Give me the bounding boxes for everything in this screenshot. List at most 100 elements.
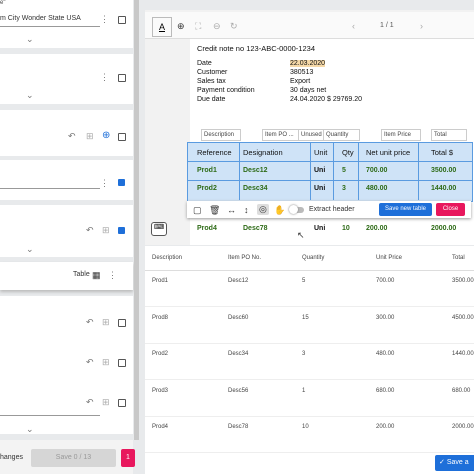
changes-label: hanges xyxy=(0,454,23,461)
field-label: Payment condition xyxy=(197,87,255,94)
add-icon[interactable]: ⊞ xyxy=(86,131,94,141)
add-icon[interactable]: ⊞ xyxy=(102,317,110,327)
prev-page[interactable]: ‹ xyxy=(352,21,355,31)
undo-icon[interactable]: ↶ xyxy=(86,357,94,367)
save-new-table-button[interactable]: Save new table xyxy=(379,203,432,216)
table-header: Total $ xyxy=(431,148,454,157)
table-cell: Prod1 xyxy=(197,167,217,174)
zoom-out[interactable]: ⊖ xyxy=(213,21,221,31)
copy-icon[interactable]: ▢ xyxy=(193,205,202,215)
field-value: 22.03.2020 xyxy=(290,60,326,67)
cell: Prod8 xyxy=(152,314,169,321)
undo-icon[interactable]: ↶ xyxy=(86,225,94,235)
cell: Desc12 xyxy=(228,278,249,284)
column-header: Description xyxy=(152,255,183,261)
column-header: Unit Price xyxy=(376,255,403,261)
cell: 1 xyxy=(302,387,306,394)
chevron[interactable]: ⌄ xyxy=(26,34,34,44)
cell: Prod2 xyxy=(152,351,169,357)
fit-icon[interactable]: ⛶ xyxy=(195,21,202,31)
cell: 700.00 xyxy=(376,278,395,284)
row-line xyxy=(145,342,474,344)
col-line xyxy=(418,142,419,200)
checkbox[interactable] xyxy=(118,74,126,82)
document-title: Credit note no 123-ABC-0000-1234 xyxy=(197,44,315,53)
add-icon[interactable]: ⊞ xyxy=(102,357,110,367)
row-icon[interactable]: ↕ xyxy=(244,205,249,215)
close-button[interactable]: Close xyxy=(436,203,465,216)
cell: 3500.00 xyxy=(452,278,474,284)
field-label: Sales tax xyxy=(197,78,226,85)
zoom-in[interactable]: ⊕ xyxy=(177,21,185,31)
scrollbar[interactable] xyxy=(134,0,139,440)
col-icon[interactable]: ↔ xyxy=(227,205,236,215)
checkbox[interactable] xyxy=(118,359,126,367)
field-value: 30 days net xyxy=(290,87,327,94)
keyboard-icon[interactable]: ⌨ xyxy=(151,222,167,236)
underline xyxy=(0,188,100,189)
menu-icon[interactable]: ⋮ xyxy=(100,178,109,188)
add-circle-icon[interactable]: ⊕ xyxy=(102,130,111,141)
add-icon[interactable]: ⊞ xyxy=(102,225,110,235)
add-icon[interactable]: ⊞ xyxy=(102,397,110,407)
text-tool[interactable]: A xyxy=(152,17,172,37)
table-cell: Desc34 xyxy=(243,185,268,192)
menu-icon[interactable]: ⋮ xyxy=(100,72,109,82)
checkbox[interactable] xyxy=(118,319,126,327)
checkbox[interactable] xyxy=(118,399,126,407)
checkbox[interactable] xyxy=(118,133,126,141)
cell: Prod3 xyxy=(152,387,169,394)
column-selector[interactable]: Unused xyxy=(298,129,324,141)
cell: 1440.00 xyxy=(452,351,474,357)
menu-icon[interactable]: ⋮ xyxy=(100,14,109,24)
cell: Desc56 xyxy=(228,387,249,394)
table-cell: Prod4 xyxy=(197,225,217,232)
undo-icon[interactable]: ↶ xyxy=(86,397,94,407)
grid-icon[interactable]: ▦ xyxy=(92,270,101,280)
table-cell: 3 xyxy=(342,185,346,192)
checkbox-checked[interactable] xyxy=(118,227,125,234)
undo-icon[interactable]: ↶ xyxy=(68,131,76,141)
table-header: Reference xyxy=(197,148,232,157)
save-label: Save a xyxy=(446,459,469,466)
address-value[interactable]: m City Wonder State USA xyxy=(0,15,81,22)
cell: Prod4 xyxy=(152,424,169,430)
chevron[interactable]: ⌄ xyxy=(26,244,34,254)
badge-button[interactable]: 1 xyxy=(121,449,135,467)
chevron[interactable]: ⌄ xyxy=(26,424,34,434)
table-header: Net unit price xyxy=(366,148,411,157)
menu-icon[interactable]: ⋮ xyxy=(108,270,117,280)
table-header: Unit xyxy=(314,148,328,157)
column-selector[interactable]: Total xyxy=(431,129,467,141)
next-page[interactable]: › xyxy=(420,21,423,31)
table-cell: 5 xyxy=(342,167,346,174)
toggle-knob[interactable] xyxy=(289,205,298,214)
selection-area[interactable] xyxy=(187,142,473,202)
column-selector[interactable]: Description xyxy=(201,129,241,141)
column-selector[interactable]: Quantity xyxy=(323,129,360,141)
save-button[interactable]: Save 0 / 13 xyxy=(31,449,116,467)
undo-icon[interactable]: ↶ xyxy=(86,317,94,327)
field-label: Date xyxy=(197,60,212,67)
hand-icon[interactable]: ✋ xyxy=(274,205,286,215)
column-selector[interactable]: Item PO ... xyxy=(262,129,299,141)
table-header: Qty xyxy=(342,148,354,157)
table-cell: 10 xyxy=(342,225,350,232)
checkbox-checked[interactable] xyxy=(118,179,125,186)
row-line xyxy=(187,180,473,181)
field-value: Export xyxy=(290,78,311,85)
checkbox[interactable] xyxy=(118,16,126,24)
magic-icon[interactable]: ◎ xyxy=(257,204,269,215)
cell: 3 xyxy=(302,351,306,357)
row-line xyxy=(187,161,473,162)
cell: Desc78 xyxy=(228,424,249,430)
table-cell: Desc12 xyxy=(243,167,268,174)
card xyxy=(0,262,133,290)
row-line xyxy=(145,306,474,307)
card xyxy=(0,54,133,104)
rotate-icon[interactable]: ↻ xyxy=(230,21,238,31)
chevron[interactable]: ⌄ xyxy=(26,90,34,100)
delete-icon[interactable]: 🗑 xyxy=(209,205,221,215)
column-selector[interactable]: Item Price xyxy=(381,129,421,141)
save-button[interactable]: ✓ Save a xyxy=(435,455,474,471)
